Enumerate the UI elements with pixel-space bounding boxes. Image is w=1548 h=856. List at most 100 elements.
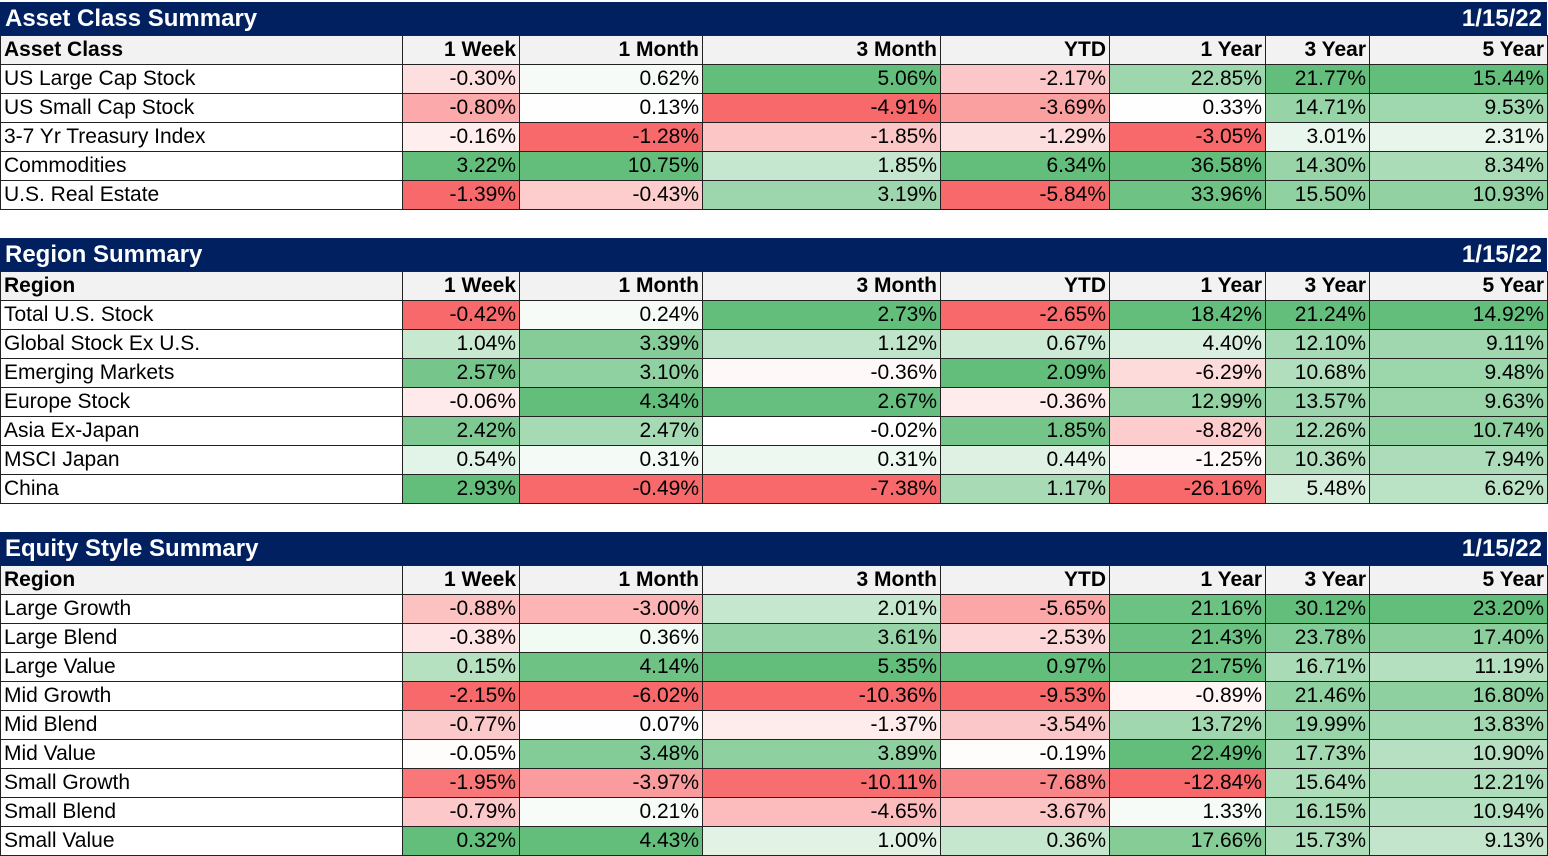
header-1-year: 1 Year — [1109, 565, 1266, 595]
cell-1-month: 10.75% — [519, 151, 703, 181]
row-label: Total U.S. Stock — [0, 300, 403, 330]
header-1-month: 1 Month — [519, 35, 703, 65]
cell-3-month: -7.38% — [702, 474, 941, 504]
row-label: U.S. Real Estate — [0, 180, 403, 210]
table-row: Global Stock Ex U.S. 1.04% 3.39% 1.12% 0.67%… — [0, 329, 1548, 359]
cell-3-year: 21.46% — [1265, 681, 1370, 711]
table-header: Asset Class 1 Week 1 Month 3 Month YTD 1… — [0, 35, 1548, 65]
cell-1-month: 0.24% — [519, 300, 703, 330]
cell-3-year: 16.15% — [1265, 797, 1370, 827]
equity-style-table: Region 1 Week 1 Month 3 Month YTD 1 Year… — [0, 565, 1548, 856]
cell-3-month: -0.02% — [702, 416, 941, 446]
cell-3-year: 12.10% — [1265, 329, 1370, 359]
cell-5-year: 10.94% — [1369, 797, 1548, 827]
cell-3-year: 10.36% — [1265, 445, 1370, 475]
cell-1-week: 0.54% — [402, 445, 520, 475]
table-row: Small Growth -1.95% -3.97% -10.11% -7.68% -12… — [0, 768, 1548, 798]
cell-1-month: 4.43% — [519, 826, 703, 856]
cell-5-year: 23.20% — [1369, 594, 1548, 624]
cell-1-year: -8.82% — [1109, 416, 1266, 446]
section-title: Asset Class Summary — [5, 4, 258, 32]
cell-1-month: -3.00% — [519, 594, 703, 624]
row-label: Small Blend — [0, 797, 403, 827]
cell-5-year: 10.74% — [1369, 416, 1548, 446]
header-asset-class: Asset Class — [0, 35, 403, 65]
cell-5-year: 17.40% — [1369, 623, 1548, 653]
cell-ytd: -5.84% — [940, 180, 1110, 210]
cell-5-year: 10.93% — [1369, 180, 1548, 210]
cell-1-year: 1.33% — [1109, 797, 1266, 827]
cell-1-year: -1.25% — [1109, 445, 1266, 475]
row-label: US Small Cap Stock — [0, 93, 403, 123]
table-row: Mid Value -0.05% 3.48% 3.89% -0.19% 22.49% 17.… — [0, 739, 1548, 769]
header-region: Region — [0, 565, 403, 595]
cell-5-year: 6.62% — [1369, 474, 1548, 504]
row-label: Large Blend — [0, 623, 403, 653]
cell-1-year: 36.58% — [1109, 151, 1266, 181]
cell-3-year: 19.99% — [1265, 710, 1370, 740]
table-row: Small Value 0.32% 4.43% 1.00% 0.36% 17.66% 15.… — [0, 826, 1548, 856]
table-row: Large Value 0.15% 4.14% 5.35% 0.97% 21.75% 16.… — [0, 652, 1548, 682]
cell-1-year: 21.75% — [1109, 652, 1266, 682]
cell-3-month: 5.06% — [702, 64, 941, 94]
cell-5-year: 12.21% — [1369, 768, 1548, 798]
cell-1-week: -1.39% — [402, 180, 520, 210]
cell-1-year: 22.49% — [1109, 739, 1266, 769]
cell-1-week: 2.93% — [402, 474, 520, 504]
header-3-month: 3 Month — [702, 271, 941, 301]
cell-5-year: 16.80% — [1369, 681, 1548, 711]
section-title-bar: Asset Class Summary 1/15/22 — [0, 2, 1547, 35]
row-label: Large Growth — [0, 594, 403, 624]
cell-3-year: 21.77% — [1265, 64, 1370, 94]
cell-ytd: 0.97% — [940, 652, 1110, 682]
table-header: Region 1 Week 1 Month 3 Month YTD 1 Year… — [0, 565, 1548, 595]
cell-ytd: -3.67% — [940, 797, 1110, 827]
cell-3-month: 3.61% — [702, 623, 941, 653]
cell-3-year: 15.73% — [1265, 826, 1370, 856]
cell-3-year: 3.01% — [1265, 122, 1370, 152]
cell-1-month: 0.07% — [519, 710, 703, 740]
cell-5-year: 11.19% — [1369, 652, 1548, 682]
cell-1-week: -0.38% — [402, 623, 520, 653]
cell-1-month: -6.02% — [519, 681, 703, 711]
row-label: Small Value — [0, 826, 403, 856]
table-row: China 2.93% -0.49% -7.38% 1.17% -26.16% 5.48% 6… — [0, 474, 1548, 504]
section-title: Region Summary — [5, 240, 203, 268]
cell-3-month: -10.36% — [702, 681, 941, 711]
cell-3-year: 15.50% — [1265, 180, 1370, 210]
cell-3-month: 1.00% — [702, 826, 941, 856]
cell-ytd: 1.17% — [940, 474, 1110, 504]
region-table: Region 1 Week 1 Month 3 Month YTD 1 Year… — [0, 271, 1548, 504]
cell-1-year: 12.99% — [1109, 387, 1266, 417]
cell-ytd: 0.44% — [940, 445, 1110, 475]
header-5-year: 5 Year — [1369, 271, 1548, 301]
cell-3-month: 3.19% — [702, 180, 941, 210]
cell-3-month: 5.35% — [702, 652, 941, 682]
cell-1-week: -0.80% — [402, 93, 520, 123]
row-label: Asia Ex-Japan — [0, 416, 403, 446]
header-3-month: 3 Month — [702, 35, 941, 65]
table-row: Large Blend -0.38% 0.36% 3.61% -2.53% 21.43% 2… — [0, 623, 1548, 653]
table-row: US Large Cap Stock -0.30% 0.62% 5.06% -2.17%… — [0, 64, 1548, 94]
table-row: Europe Stock -0.06% 4.34% 2.67% -0.36% 12.99%… — [0, 387, 1548, 417]
cell-1-week: 2.57% — [402, 358, 520, 388]
cell-1-week: -0.42% — [402, 300, 520, 330]
header-3-year: 3 Year — [1265, 35, 1370, 65]
cell-3-year: 17.73% — [1265, 739, 1370, 769]
cell-5-year: 9.13% — [1369, 826, 1548, 856]
cell-3-month: 0.31% — [702, 445, 941, 475]
header-5-year: 5 Year — [1369, 35, 1548, 65]
header-1-week: 1 Week — [402, 565, 520, 595]
cell-ytd: -2.65% — [940, 300, 1110, 330]
table-header: Region 1 Week 1 Month 3 Month YTD 1 Year… — [0, 271, 1548, 301]
row-label: China — [0, 474, 403, 504]
cell-3-month: -10.11% — [702, 768, 941, 798]
header-1-year: 1 Year — [1109, 35, 1266, 65]
cell-1-month: 4.34% — [519, 387, 703, 417]
cell-3-month: 2.67% — [702, 387, 941, 417]
header-1-month: 1 Month — [519, 565, 703, 595]
cell-3-year: 12.26% — [1265, 416, 1370, 446]
table-row: Mid Blend -0.77% 0.07% -1.37% -3.54% 13.72% 19… — [0, 710, 1548, 740]
cell-1-week: -0.30% — [402, 64, 520, 94]
cell-1-week: -0.05% — [402, 739, 520, 769]
